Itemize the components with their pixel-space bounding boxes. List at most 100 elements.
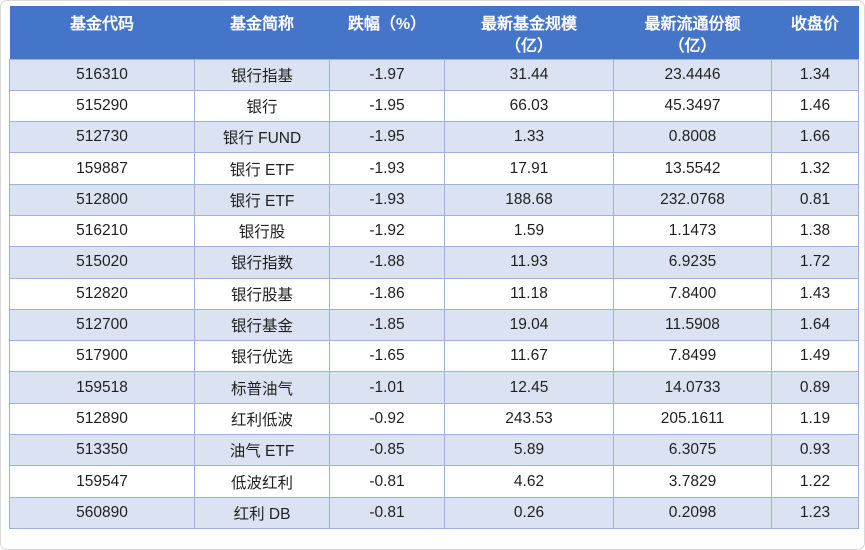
column-header-fund_scale: 最新基金规模 （亿）	[444, 6, 614, 59]
cell-fund_code: 516310	[9, 58, 195, 91]
cell-drop_pct: -1.93	[329, 152, 445, 185]
cell-float_shares: 0.2098	[613, 496, 772, 529]
cell-close_price: 1.72	[771, 246, 859, 279]
table-row: 515020 银行指数 -1.88 11.93 6.9235 1.72	[9, 246, 859, 279]
cell-fund_code: 512800	[9, 183, 195, 216]
fund-table: 基金代码 基金简称 跌幅（%） 最新基金规模 （亿） 最新流通份额 （亿） 收盘价 51631…	[9, 6, 859, 529]
cell-fund_scale: 188.68	[444, 183, 614, 216]
column-header-line: 跌幅（%）	[347, 16, 427, 33]
column-header-drop_pct: 跌幅（%）	[329, 6, 445, 59]
cell-fund_name: 标普油气	[194, 371, 330, 404]
cell-fund_name: 银行指数	[194, 246, 330, 279]
table-row: 159518 标普油气 -1.01 12.45 14.0733 0.89	[9, 371, 859, 404]
cell-fund_code: 516210	[9, 214, 195, 248]
cell-drop_pct: -1.95	[329, 121, 445, 154]
cell-float_shares: 13.5542	[613, 152, 772, 185]
cell-fund_scale: 66.03	[444, 89, 614, 123]
cell-fund_code: 513350	[9, 434, 195, 467]
cell-drop_pct: -1.65	[329, 340, 445, 373]
cell-drop_pct: -1.86	[329, 277, 445, 310]
cell-close_price: 1.38	[771, 214, 859, 248]
cell-fund_scale: 31.44	[444, 58, 614, 91]
cell-fund_code: 515020	[9, 246, 195, 279]
cell-drop_pct: -0.92	[329, 402, 445, 436]
cell-close_price: 0.93	[771, 434, 859, 467]
cell-float_shares: 23.4446	[613, 58, 772, 91]
cell-fund_scale: 1.33	[444, 121, 614, 154]
table-row: 517900 银行优选 -1.65 11.67 7.8499 1.49	[9, 340, 859, 373]
table-row: 512820 银行股基 -1.86 11.18 7.8400 1.43	[9, 277, 859, 310]
table-row: 560890 红利 DB -0.81 0.26 0.2098 1.23	[9, 496, 859, 529]
cell-fund_code: 515290	[9, 89, 195, 123]
cell-fund_name: 银行股基	[194, 277, 330, 310]
cell-float_shares: 0.8008	[613, 121, 772, 154]
cell-fund_scale: 11.93	[444, 246, 614, 279]
table-row: 515290 银行 -1.95 66.03 45.3497 1.46	[9, 89, 859, 123]
cell-fund_name: 油气 ETF	[194, 434, 330, 467]
cell-fund_code: 512820	[9, 277, 195, 310]
cell-float_shares: 205.1611	[613, 402, 772, 436]
cell-drop_pct: -1.85	[329, 308, 445, 342]
table-row: 512800 银行 ETF -1.93 188.68 232.0768 0.81	[9, 183, 859, 216]
cell-drop_pct: -0.85	[329, 434, 445, 467]
column-header-line: （亿）	[504, 38, 553, 55]
cell-float_shares: 3.7829	[613, 465, 772, 498]
cell-fund_name: 红利 DB	[194, 496, 330, 529]
cell-fund_code: 512890	[9, 402, 195, 436]
cell-close_price: 1.49	[771, 340, 859, 373]
cell-fund_name: 银行指基	[194, 58, 330, 91]
header-row: 基金代码 基金简称 跌幅（%） 最新基金规模 （亿） 最新流通份额 （亿） 收盘价	[9, 6, 859, 59]
column-header-line: （亿）	[668, 38, 717, 55]
cell-drop_pct: -1.88	[329, 246, 445, 279]
table-header: 基金代码 基金简称 跌幅（%） 最新基金规模 （亿） 最新流通份额 （亿） 收盘价	[9, 6, 859, 59]
column-header-line: 最新流通份额	[644, 16, 741, 33]
table-row: 513350 油气 ETF -0.85 5.89 6.3075 0.93	[9, 434, 859, 467]
cell-fund_name: 银行 FUND	[194, 121, 330, 154]
cell-fund_name: 银行 ETF	[194, 152, 330, 185]
cell-close_price: 1.32	[771, 152, 859, 185]
cell-fund_code: 159887	[9, 152, 195, 185]
cell-float_shares: 11.5908	[613, 308, 772, 342]
table-row: 512700 银行基金 -1.85 19.04 11.5908 1.64	[9, 308, 859, 342]
table-row: 159547 低波红利 -0.81 4.62 3.7829 1.22	[9, 465, 859, 498]
cell-float_shares: 14.0733	[613, 371, 772, 404]
cell-close_price: 1.64	[771, 308, 859, 342]
table-row: 512730 银行 FUND -1.95 1.33 0.8008 1.66	[9, 121, 859, 154]
cell-drop_pct: -0.81	[329, 465, 445, 498]
cell-fund_name: 银行 ETF	[194, 183, 330, 216]
cell-float_shares: 6.3075	[613, 434, 772, 467]
cell-fund_code: 560890	[9, 496, 195, 529]
cell-fund_scale: 11.67	[444, 340, 614, 373]
cell-fund_name: 银行股	[194, 214, 330, 248]
cell-close_price: 0.81	[771, 183, 859, 216]
cell-drop_pct: -0.81	[329, 496, 445, 529]
cell-drop_pct: -1.93	[329, 183, 445, 216]
cell-close_price: 1.19	[771, 402, 859, 436]
cell-float_shares: 45.3497	[613, 89, 772, 123]
column-header-fund_code: 基金代码	[9, 6, 195, 59]
cell-close_price: 1.34	[771, 58, 859, 91]
cell-close_price: 0.89	[771, 371, 859, 404]
column-header-float_shares: 最新流通份额 （亿）	[613, 6, 772, 59]
cell-fund_name: 银行基金	[194, 308, 330, 342]
table-row: 159887 银行 ETF -1.93 17.91 13.5542 1.32	[9, 152, 859, 185]
cell-float_shares: 232.0768	[613, 183, 772, 216]
cell-fund_scale: 1.59	[444, 214, 614, 248]
cell-drop_pct: -1.01	[329, 371, 445, 404]
cell-fund_scale: 4.62	[444, 465, 614, 498]
cell-fund_scale: 0.26	[444, 496, 614, 529]
cell-close_price: 1.46	[771, 89, 859, 123]
cell-close_price: 1.66	[771, 121, 859, 154]
column-header-line: 收盘价	[790, 16, 839, 33]
cell-drop_pct: -1.97	[329, 58, 445, 91]
cell-fund_name: 银行	[194, 89, 330, 123]
cell-fund_code: 159547	[9, 465, 195, 498]
cell-fund_scale: 11.18	[444, 277, 614, 310]
column-header-line: 最新基金规模	[480, 16, 577, 33]
cell-fund_scale: 17.91	[444, 152, 614, 185]
table-row: 516210 银行股 -1.92 1.59 1.1473 1.38	[9, 214, 859, 248]
cell-float_shares: 7.8400	[613, 277, 772, 310]
cell-close_price: 1.43	[771, 277, 859, 310]
cell-drop_pct: -1.95	[329, 89, 445, 123]
table-row: 516310 银行指基 -1.97 31.44 23.4446 1.34	[9, 58, 859, 91]
